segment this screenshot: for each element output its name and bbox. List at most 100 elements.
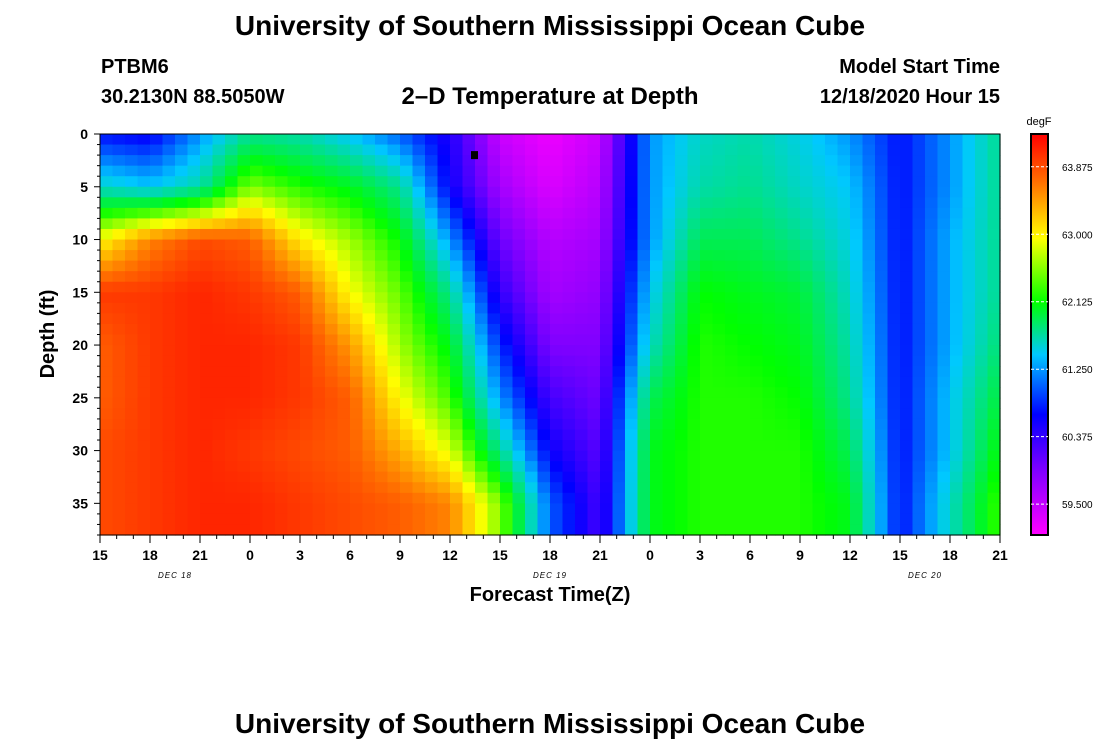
heatmap-cell xyxy=(275,165,289,177)
heatmap-cell xyxy=(600,134,614,146)
heatmap-cell xyxy=(475,524,489,536)
heatmap-cell xyxy=(787,239,801,251)
heatmap-cell xyxy=(700,165,714,177)
heatmap-cell xyxy=(675,503,689,515)
heatmap-cell xyxy=(150,461,164,473)
x-tick-label: 3 xyxy=(696,547,704,563)
heatmap-cell xyxy=(862,218,876,230)
heatmap-cell xyxy=(675,260,689,272)
heatmap-cell xyxy=(125,397,139,409)
heatmap-cell xyxy=(525,165,539,177)
heatmap-cell xyxy=(450,302,464,314)
heatmap-cell xyxy=(937,165,951,177)
heatmap-cell xyxy=(525,471,539,483)
heatmap-cell xyxy=(650,366,664,378)
heatmap-cell xyxy=(575,155,589,167)
heatmap-cell xyxy=(125,250,139,262)
heatmap-cell xyxy=(362,271,376,283)
heatmap-cell xyxy=(862,228,876,241)
heatmap-cell xyxy=(175,418,189,431)
heatmap-cell xyxy=(862,334,876,346)
heatmap-cell xyxy=(687,440,701,452)
heatmap-cell xyxy=(687,186,701,198)
heatmap-cell xyxy=(837,239,851,251)
heatmap-cell xyxy=(550,524,564,536)
heatmap-cell xyxy=(800,524,814,536)
heatmap-cell xyxy=(862,239,876,251)
heatmap-cell xyxy=(637,260,651,272)
heatmap-cell xyxy=(900,471,914,483)
heatmap-cell xyxy=(225,323,239,336)
heatmap-cell xyxy=(112,450,126,462)
heatmap-cell xyxy=(275,397,289,409)
heatmap-cell xyxy=(925,250,939,262)
heatmap-cell xyxy=(650,429,664,441)
heatmap-cell xyxy=(175,165,189,177)
heatmap-cell xyxy=(587,376,601,388)
heatmap-cell xyxy=(387,482,401,494)
heatmap-cell xyxy=(925,155,939,167)
heatmap-cell xyxy=(787,144,801,156)
heatmap-cell xyxy=(512,345,526,357)
heatmap-cell xyxy=(787,271,801,283)
heatmap-cell xyxy=(312,250,326,262)
heatmap-cell xyxy=(225,503,239,515)
heatmap-cell xyxy=(362,165,376,177)
heatmap-cell xyxy=(925,461,939,473)
heatmap-cell xyxy=(762,355,776,367)
heatmap-cell xyxy=(137,144,151,156)
heatmap-cell xyxy=(300,524,314,536)
heatmap-cell xyxy=(537,260,551,272)
heatmap-cell xyxy=(625,408,639,420)
heatmap-cell xyxy=(575,239,589,251)
heatmap-cell xyxy=(850,513,864,526)
heatmap-cell xyxy=(612,397,626,409)
heatmap-cell xyxy=(562,524,576,536)
heatmap-cell xyxy=(825,197,839,209)
heatmap-cell xyxy=(800,376,814,388)
heatmap-cell xyxy=(400,186,414,198)
heatmap-cell xyxy=(237,440,251,452)
heatmap-cell xyxy=(212,513,226,526)
heatmap-cell xyxy=(375,144,389,156)
heatmap-cell xyxy=(750,281,764,293)
heatmap-cell xyxy=(512,513,526,526)
heatmap-cell xyxy=(612,471,626,483)
heatmap-cell xyxy=(637,397,651,409)
heatmap-cell xyxy=(837,429,851,441)
heatmap-cell xyxy=(275,366,289,378)
heatmap-cell xyxy=(375,176,389,188)
heatmap-cell xyxy=(662,250,676,262)
heatmap-cell xyxy=(725,334,739,346)
heatmap-cell xyxy=(550,186,564,198)
heatmap-cell xyxy=(837,323,851,336)
heatmap-cell xyxy=(987,250,1001,262)
heatmap-cell xyxy=(200,418,214,431)
heatmap-cell xyxy=(375,345,389,357)
heatmap-cell xyxy=(475,239,489,251)
heatmap-cell xyxy=(950,197,964,209)
heatmap-cell xyxy=(837,513,851,526)
heatmap-cell xyxy=(175,323,189,336)
heatmap-cell xyxy=(412,250,426,262)
heatmap-cell xyxy=(612,408,626,420)
heatmap-cell xyxy=(787,155,801,167)
heatmap-cell xyxy=(437,429,451,441)
heatmap-cell xyxy=(450,492,464,504)
heatmap-cell xyxy=(637,345,651,357)
heatmap-cell xyxy=(587,345,601,357)
heatmap-cell xyxy=(825,355,839,367)
heatmap-cell xyxy=(425,155,439,167)
heatmap-cell xyxy=(875,260,889,272)
heatmap-cell xyxy=(412,397,426,409)
heatmap-cell xyxy=(825,281,839,293)
heatmap-cell xyxy=(562,323,576,336)
heatmap-cell xyxy=(125,387,139,399)
heatmap-cell xyxy=(912,408,926,420)
heatmap-cell xyxy=(750,155,764,167)
heatmap-cell xyxy=(250,218,264,230)
heatmap-cell xyxy=(875,376,889,388)
heatmap-cell xyxy=(800,471,814,483)
heatmap-cell xyxy=(112,524,126,536)
heatmap-cell xyxy=(787,281,801,293)
